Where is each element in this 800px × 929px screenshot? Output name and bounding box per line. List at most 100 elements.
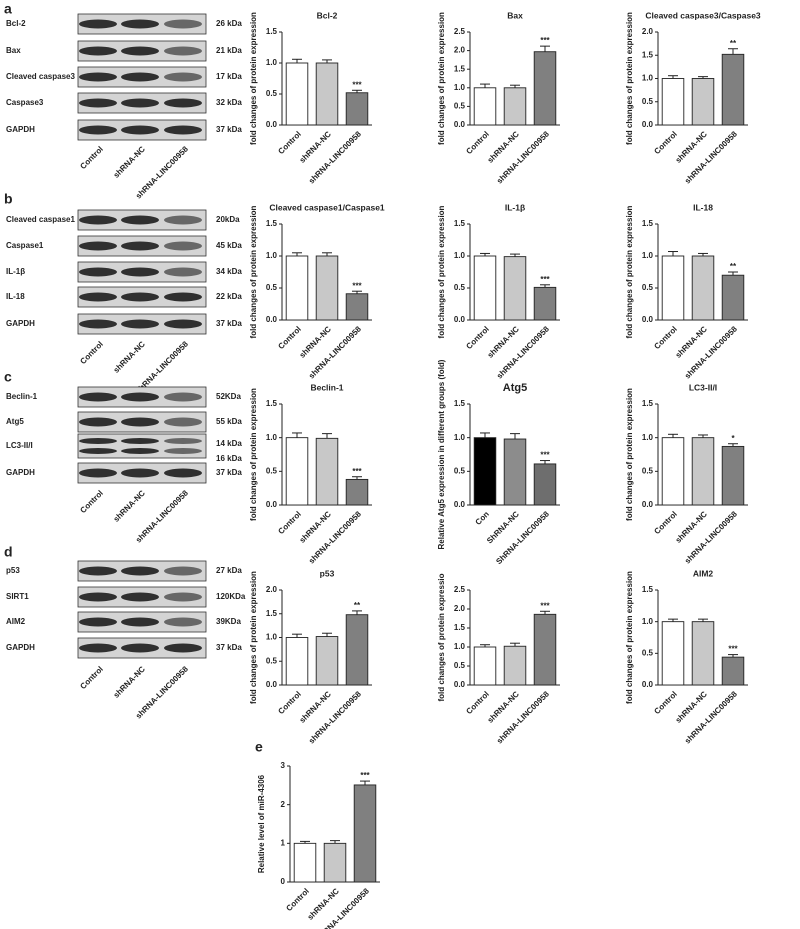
blot-band [121,215,159,225]
size-label: 26 kDa [216,19,242,28]
protein-label: GAPDH [6,468,35,477]
y-tick-label: 1.0 [266,251,278,260]
y-tick-label: 0.0 [266,680,278,689]
x-tick-label: Control [276,325,302,351]
y-axis-label: fold changes of protein expression [437,205,446,338]
significance: *** [540,601,550,610]
bar [315,255,339,321]
lane-label: Control [78,145,104,171]
lane-label: Control [78,665,104,691]
blot-band [121,46,159,56]
size-label: 52KDa [216,392,241,401]
blot-band [121,125,159,135]
blot-band [79,417,117,427]
bar [691,255,715,321]
protein-label: SIRT1 [6,592,29,601]
lane-label: shRNA-NC [112,664,147,699]
y-tick-label: 0.0 [642,120,654,129]
x-tick-label: Control [652,690,678,716]
protein-label: IL-1β [6,267,25,276]
blot-band [121,319,159,329]
blot-band [79,19,117,29]
chart-title: LC3-II/I [689,382,717,392]
size-label: 55 kDa [216,417,242,426]
blot-band [164,392,202,402]
bar [721,656,745,686]
y-tick-label: 1.0 [454,642,466,651]
y-tick-label: 2.0 [266,585,278,594]
bar [473,255,497,321]
y-tick-label: 0.0 [454,315,466,324]
bar [473,646,497,686]
significance: *** [728,645,738,654]
y-tick-label: 1.5 [454,219,466,228]
x-tick-label: Control [464,130,490,156]
protein-label: p53 [6,566,20,575]
y-tick-label: 1.5 [642,50,654,59]
bar [285,62,309,126]
y-axis-label: fold changes of protein expression [249,571,258,704]
protein-label: LC3-II/I [6,441,33,450]
lane-label: shRNA-NC [112,339,147,374]
blot-band [121,241,159,251]
size-label: 37 kDa [216,468,242,477]
y-tick-label: 3 [281,761,286,770]
bar [285,437,309,506]
chart-title: p53 [320,568,335,578]
y-axis-label: Relative level of miR-4306 [257,774,266,873]
y-axis-label: fold changes of protein expression [625,388,634,521]
significance: *** [352,80,362,89]
y-tick-label: 1.0 [454,433,466,442]
blot-band [164,125,202,135]
bar [721,53,745,126]
y-axis-label: fold changes of protein expression [625,205,634,338]
blot-band [121,292,159,302]
blot-band [121,392,159,402]
blot-band [164,46,202,56]
blot-band [79,267,117,277]
y-tick-label: 1.0 [266,633,278,642]
size-label: 32 kDa [216,98,242,107]
lane-label: Control [78,340,104,366]
y-tick-label: 1.5 [266,609,278,618]
blot-band [121,267,159,277]
x-tick-label: shRNA-LINC00958 [683,509,739,565]
x-tick-label: shRNA-LINC00958 [683,324,739,380]
size-label: 37 kDa [216,319,242,328]
y-tick-label: 1.5 [454,623,466,632]
size-label: 17 kDa [216,72,242,81]
bar [503,256,527,321]
significance: * [731,434,735,443]
x-tick-label: Control [276,510,302,536]
y-tick-label: 1.5 [642,585,654,594]
protein-label: GAPDH [6,125,35,134]
blot-band [121,468,159,478]
blot-band [121,417,159,427]
significance: *** [360,771,370,780]
x-tick-label: Control [464,690,490,716]
y-tick-label: 1 [281,838,286,847]
y-tick-label: 0.5 [642,97,654,106]
blot-band [79,46,117,56]
size-label: 37 kDa [216,125,242,134]
chart-title: Beclin-1 [310,382,343,392]
bar [533,463,557,506]
x-tick-label: Control [276,130,302,156]
blot-band [79,617,117,627]
y-tick-label: 1.5 [266,27,278,36]
y-tick-label: 1.0 [266,58,278,67]
y-tick-label: 0.5 [454,466,466,475]
chart-title: AIM2 [693,568,714,578]
blot-band [79,448,117,454]
y-axis-label: Relative Atg5 expression in different gr… [437,359,446,549]
y-tick-label: 0.5 [642,283,654,292]
blot-band [164,19,202,29]
y-tick-label: 0.0 [454,500,466,509]
x-tick-label: shRNA-LINC00958 [683,689,739,745]
blot-band [121,643,159,653]
panel-letter: d [4,544,13,560]
bar [473,437,497,506]
size-label: 37 kDa [216,643,242,652]
chart-title: IL-18 [693,202,713,212]
